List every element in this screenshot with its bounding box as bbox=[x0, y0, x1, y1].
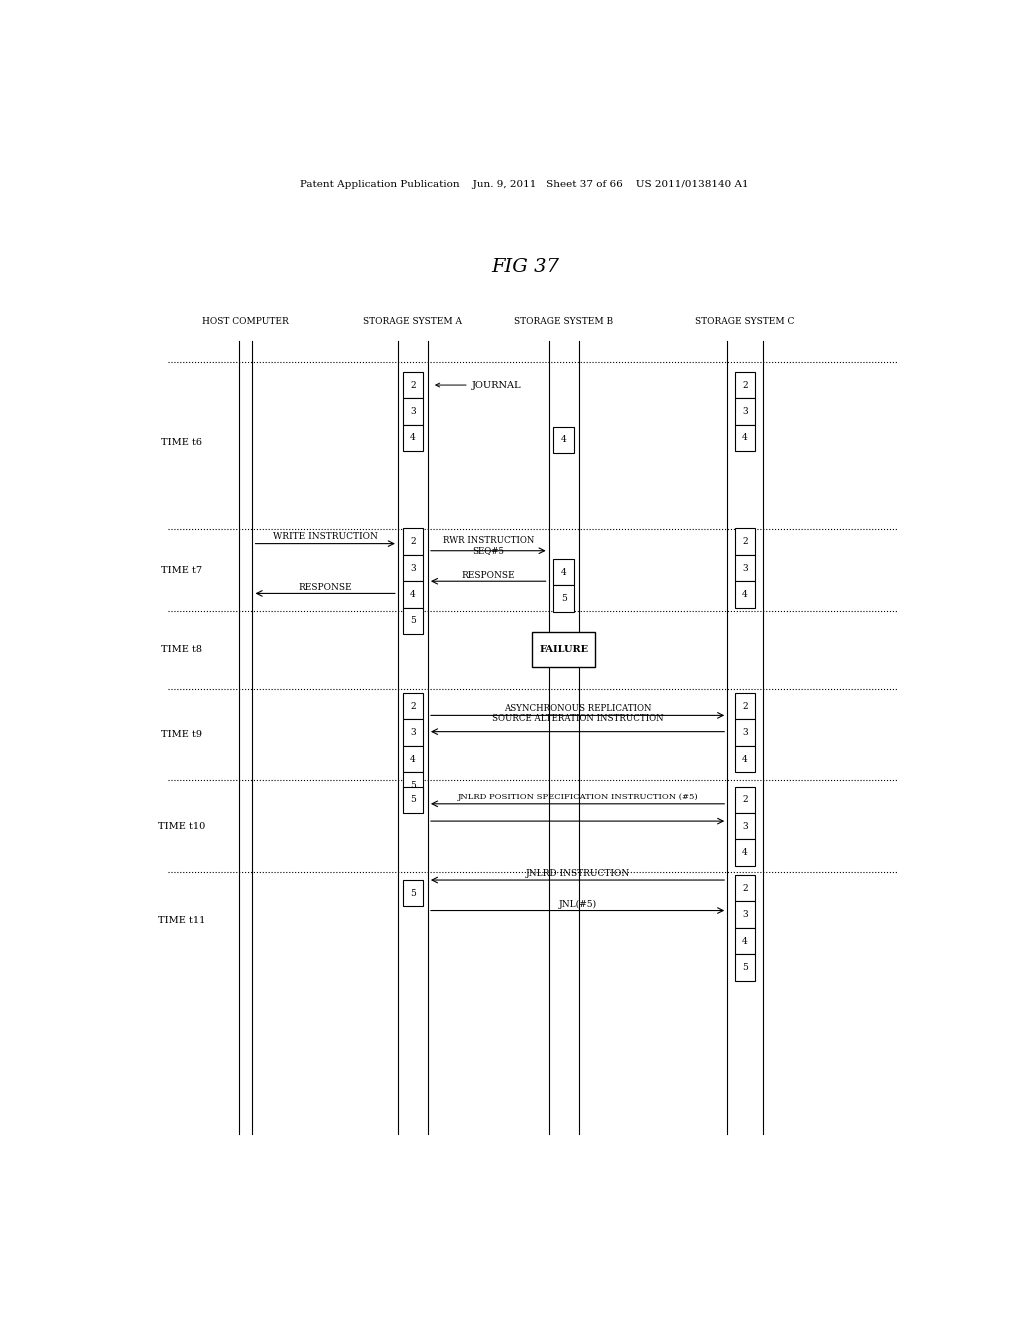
Bar bbox=[734, 875, 756, 902]
Bar bbox=[553, 558, 574, 585]
Text: Patent Application Publication    Jun. 9, 2011   Sheet 37 of 66    US 2011/01381: Patent Application Publication Jun. 9, 2… bbox=[300, 181, 750, 189]
Bar bbox=[402, 787, 423, 813]
Bar bbox=[734, 693, 756, 719]
Bar bbox=[402, 607, 423, 634]
Text: 5: 5 bbox=[410, 888, 416, 898]
Bar bbox=[734, 813, 756, 840]
Text: TIME t9: TIME t9 bbox=[162, 730, 203, 739]
Text: JOURNAL: JOURNAL bbox=[436, 380, 521, 389]
Text: 2: 2 bbox=[410, 380, 416, 389]
Text: 5: 5 bbox=[410, 781, 416, 789]
Text: SEQ#5: SEQ#5 bbox=[472, 546, 504, 556]
Text: TIME t6: TIME t6 bbox=[162, 438, 203, 447]
Bar bbox=[734, 840, 756, 866]
Text: 3: 3 bbox=[742, 729, 748, 737]
Bar bbox=[402, 528, 423, 554]
Text: JNLRD INSTRUCTION: JNLRD INSTRUCTION bbox=[525, 870, 630, 878]
Bar bbox=[734, 528, 756, 554]
Bar bbox=[734, 719, 756, 746]
Text: RESPONSE: RESPONSE bbox=[298, 583, 352, 591]
Text: 4: 4 bbox=[410, 590, 416, 599]
Text: 5: 5 bbox=[410, 616, 416, 626]
Bar bbox=[402, 719, 423, 746]
Text: STORAGE SYSTEM A: STORAGE SYSTEM A bbox=[364, 317, 463, 326]
Text: FAILURE: FAILURE bbox=[539, 645, 588, 653]
Bar bbox=[402, 581, 423, 607]
Text: STORAGE SYSTEM B: STORAGE SYSTEM B bbox=[514, 317, 613, 326]
Bar bbox=[734, 928, 756, 954]
Bar bbox=[402, 772, 423, 799]
Bar bbox=[402, 554, 423, 581]
Text: 3: 3 bbox=[410, 564, 416, 573]
Bar bbox=[734, 581, 756, 607]
Text: ASYNCHRONOUS REPLICATION: ASYNCHRONOUS REPLICATION bbox=[504, 704, 651, 713]
Bar bbox=[553, 585, 574, 611]
Text: 4: 4 bbox=[410, 433, 416, 442]
Bar bbox=[402, 693, 423, 719]
Text: 4: 4 bbox=[742, 433, 748, 442]
Text: TIME t10: TIME t10 bbox=[159, 821, 206, 830]
Text: 3: 3 bbox=[410, 407, 416, 416]
Text: 4: 4 bbox=[561, 568, 566, 577]
Text: FIG 37: FIG 37 bbox=[490, 259, 559, 276]
Text: 3: 3 bbox=[410, 729, 416, 737]
Text: TIME t8: TIME t8 bbox=[162, 645, 203, 653]
Bar bbox=[402, 425, 423, 451]
Bar bbox=[734, 372, 756, 399]
Bar bbox=[734, 399, 756, 425]
Bar bbox=[402, 880, 423, 907]
Text: 3: 3 bbox=[742, 821, 748, 830]
Text: STORAGE SYSTEM C: STORAGE SYSTEM C bbox=[695, 317, 795, 326]
Bar bbox=[402, 372, 423, 399]
Text: 2: 2 bbox=[742, 537, 748, 546]
Bar bbox=[734, 787, 756, 813]
Text: 2: 2 bbox=[742, 380, 748, 389]
Text: RESPONSE: RESPONSE bbox=[462, 570, 515, 579]
Text: 4: 4 bbox=[742, 590, 748, 599]
Bar bbox=[531, 632, 595, 667]
Text: 4: 4 bbox=[742, 849, 748, 857]
Text: JNLRD POSITION SPECIFICATION INSTRUCTION (#5): JNLRD POSITION SPECIFICATION INSTRUCTION… bbox=[458, 793, 698, 801]
Text: WRITE INSTRUCTION: WRITE INSTRUCTION bbox=[272, 532, 378, 541]
Text: 5: 5 bbox=[742, 964, 748, 972]
Text: 4: 4 bbox=[742, 936, 748, 945]
Bar bbox=[734, 746, 756, 772]
Text: RWR INSTRUCTION: RWR INSTRUCTION bbox=[442, 536, 534, 545]
Bar bbox=[734, 954, 756, 981]
Text: 2: 2 bbox=[742, 702, 748, 710]
Text: 2: 2 bbox=[410, 702, 416, 710]
Text: 2: 2 bbox=[742, 883, 748, 892]
Bar bbox=[402, 399, 423, 425]
Text: 2: 2 bbox=[742, 795, 748, 804]
Text: JNL(#5): JNL(#5) bbox=[558, 900, 597, 909]
Text: 2: 2 bbox=[410, 537, 416, 546]
Text: 5: 5 bbox=[561, 594, 566, 603]
Text: 3: 3 bbox=[742, 407, 748, 416]
Text: TIME t7: TIME t7 bbox=[162, 565, 203, 574]
Text: 3: 3 bbox=[742, 909, 748, 919]
Bar bbox=[402, 746, 423, 772]
Text: SOURCE ALTERATION INSTRUCTION: SOURCE ALTERATION INSTRUCTION bbox=[492, 714, 664, 723]
Text: 4: 4 bbox=[410, 755, 416, 763]
Text: 3: 3 bbox=[742, 564, 748, 573]
Bar bbox=[553, 426, 574, 453]
Bar bbox=[734, 902, 756, 928]
Bar bbox=[734, 554, 756, 581]
Text: TIME t11: TIME t11 bbox=[159, 916, 206, 925]
Bar bbox=[734, 425, 756, 451]
Text: 4: 4 bbox=[561, 436, 566, 445]
Text: HOST COMPUTER: HOST COMPUTER bbox=[202, 317, 289, 326]
Text: 4: 4 bbox=[742, 755, 748, 763]
Text: 5: 5 bbox=[410, 795, 416, 804]
